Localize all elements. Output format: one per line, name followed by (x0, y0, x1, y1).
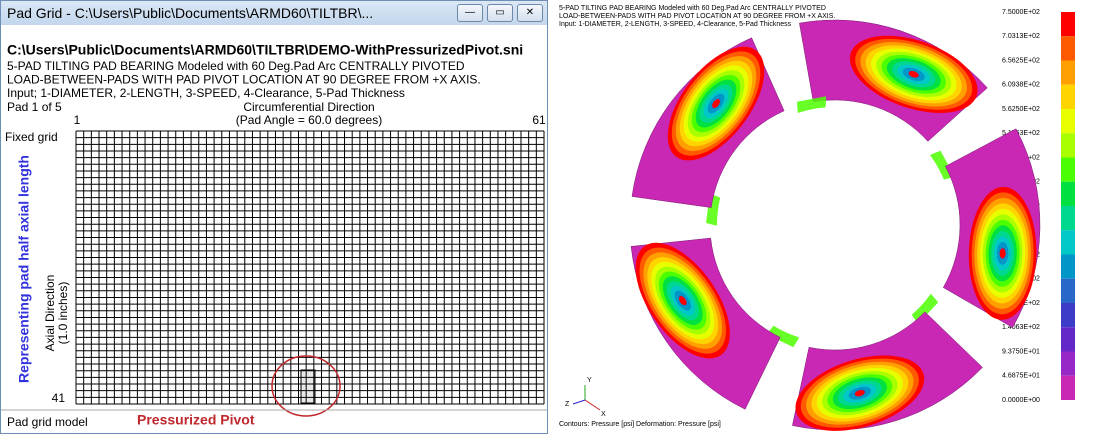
legend-label: 9.3750E+01 (1002, 348, 1040, 355)
row-end: 41 (52, 391, 66, 405)
status-text: Pad grid model (7, 415, 88, 429)
info-line: Input; 1-DIAMETER, 2-LENGTH, 3-SPEED, 4-… (7, 86, 405, 100)
axis-x-label: X (601, 411, 606, 418)
pivot-highlight (271, 355, 341, 417)
legend-swatch (1061, 157, 1075, 182)
pressure-peak (854, 389, 865, 397)
legend-swatch (1061, 278, 1075, 303)
x-title: Circumferential Direction (243, 100, 374, 114)
pressure-peak (712, 99, 720, 108)
pressure-peak (908, 71, 919, 78)
plot-header: LOAD-BETWEEN-PADS WITH PAD PIVOT LOCATIO… (559, 13, 835, 20)
pivot-annotation: Pressurized Pivot (137, 412, 255, 428)
y-title: Axial Direction (43, 275, 57, 352)
legend-swatch (1061, 36, 1075, 61)
legend-swatch (1061, 181, 1075, 206)
fixed-grid: Fixed grid (5, 130, 58, 144)
legend-swatch (1061, 375, 1075, 400)
legend-swatch (1061, 109, 1075, 134)
axis-z (572, 399, 586, 405)
pivot-cells (300, 369, 316, 404)
pad-grid (75, 130, 545, 405)
plot-header: 5-PAD TILTING PAD BEARING Modeled with 6… (559, 5, 826, 12)
legend-swatch (1061, 230, 1075, 255)
legend-label: 0.0000E+00 (1002, 397, 1040, 404)
pad-label: Pad 1 of 5 (7, 100, 62, 114)
pressure-peak (678, 296, 687, 306)
legend-swatch (1061, 133, 1075, 158)
legend-label: 1.4063E+02 (1002, 324, 1040, 331)
y-subtitle: (1.0 inches) (56, 282, 70, 345)
info-line: 5-PAD TILTING PAD BEARING Modeled with 6… (7, 59, 465, 73)
plot-header: Input: 1-DIAMETER, 2-LENGTH, 3-SPEED, 4-… (559, 21, 792, 28)
col-end: 61 (532, 113, 546, 127)
bearing-bore (717, 107, 953, 343)
legend-label: 7.5000E+02 (1002, 9, 1040, 16)
file-path: C:\Users\Public\Documents\ARMD60\TILTBR\… (7, 42, 523, 58)
legend-label: 5.6250E+02 (1002, 106, 1040, 113)
axis-x (584, 399, 601, 411)
window-title: Pad Grid - C:\Users\Public\Documents\ARM… (7, 5, 374, 21)
legend-swatch (1061, 351, 1075, 376)
legend-label: 7.0313E+02 (1002, 33, 1040, 40)
legend-swatch (1061, 84, 1075, 109)
axis-z-label: Z (565, 401, 570, 408)
x-subtitle: (Pad Angle = 60.0 degrees) (236, 113, 382, 127)
legend-label: 6.5625E+02 (1002, 57, 1040, 64)
axis-y-label: Y (587, 377, 592, 384)
legend-label: 6.0938E+02 (1002, 82, 1040, 89)
info-line: LOAD-BETWEEN-PADS WITH PAD PIVOT LOCATIO… (7, 73, 481, 87)
col-start: 1 (74, 113, 81, 127)
legend-swatch (1061, 206, 1075, 231)
legend-swatch (1061, 303, 1075, 328)
legend-swatch (1061, 327, 1075, 352)
contour-plot: 5-PAD TILTING PAD BEARING Modeled with 6… (559, 5, 1075, 431)
plot-footer: Contours: Pressure [psi] Deformation: Pr… (559, 421, 721, 428)
legend-label: 4.6875E+01 (1002, 373, 1040, 380)
minimize-button[interactable]: — (457, 4, 483, 22)
maximize-button[interactable]: ▭ (487, 4, 513, 22)
title-bar: Pad Grid - C:\Users\Public\Documents\ARM… (1, 1, 547, 25)
legend-swatch (1061, 60, 1075, 85)
pressure-peak (999, 248, 1006, 259)
close-button[interactable]: ✕ (517, 4, 543, 22)
pad-grid-window: Pad Grid - C:\Users\Public\Documents\ARM… (0, 0, 548, 434)
legend-swatch (1061, 12, 1075, 37)
legend-swatch (1061, 254, 1075, 279)
legend-label: 5.1563E+02 (1002, 130, 1040, 137)
side-annotation: Representing pad half axial length (16, 155, 32, 383)
window-body: C:\Users\Public\Documents\ARMD60\TILTBR\… (1, 42, 547, 429)
